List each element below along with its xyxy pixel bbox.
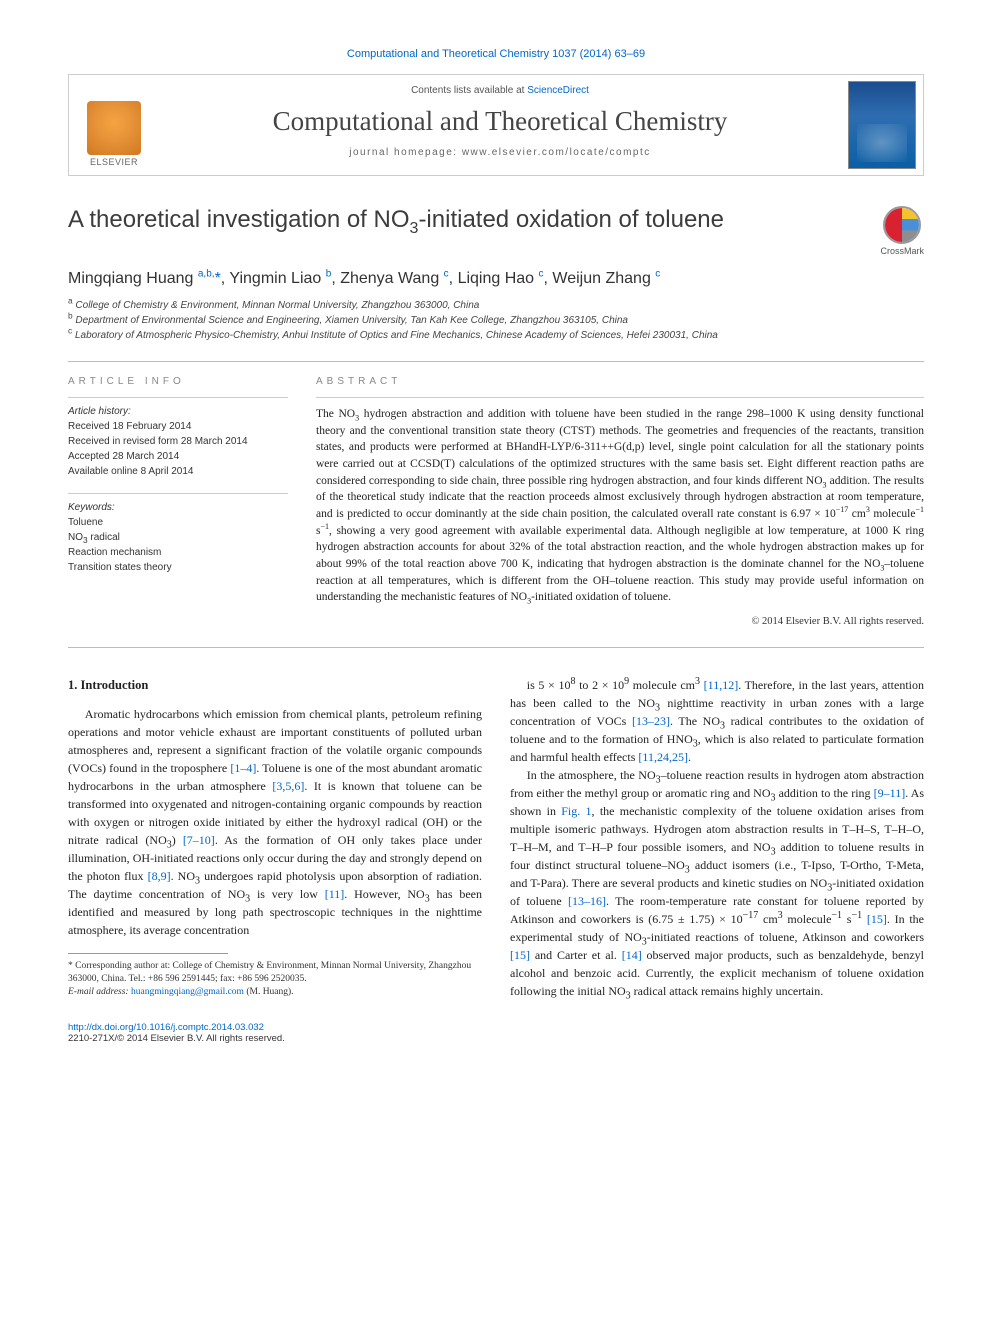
body-paragraph: In the atmosphere, the NO3–toluene react… <box>510 766 924 1000</box>
journal-header: ELSEVIER Contents lists available at Sci… <box>68 74 924 176</box>
keyword: NO3 radical <box>68 530 288 545</box>
keyword: Transition states theory <box>68 560 288 575</box>
article-history: Received 18 February 2014 Received in re… <box>68 419 288 479</box>
affiliations: a College of Chemistry & Environment, Mi… <box>68 298 924 343</box>
issn-copyright: 2210-271X/© 2014 Elsevier B.V. All right… <box>68 1033 285 1044</box>
article-info-heading: ARTICLE INFO <box>68 376 288 387</box>
affiliation-b: b Department of Environmental Science an… <box>68 313 924 328</box>
affiliation-c: c Laboratory of Atmospheric Physico-Chem… <box>68 328 924 343</box>
elsevier-logo[interactable]: ELSEVIER <box>87 101 141 167</box>
crossmark-badge[interactable]: CrossMark <box>880 206 924 256</box>
history-label: Article history: <box>68 406 288 417</box>
keyword: Reaction mechanism <box>68 545 288 560</box>
footnote-email-line: E-mail address: huangmingqiang@gmail.com… <box>68 986 482 999</box>
journal-citation: Computational and Theoretical Chemistry … <box>68 48 924 60</box>
divider <box>316 397 924 398</box>
journal-cover-cell <box>841 75 923 175</box>
journal-name: Computational and Theoretical Chemistry <box>171 106 829 137</box>
contents-available-line: Contents lists available at ScienceDirec… <box>171 85 829 96</box>
keywords-label: Keywords: <box>68 502 288 513</box>
body-paragraph: Aromatic hydrocarbons which emission fro… <box>68 705 482 939</box>
journal-header-center: Contents lists available at ScienceDirec… <box>159 75 841 175</box>
corresponding-author-footnote: * Corresponding author at: College of Ch… <box>68 960 482 1000</box>
history-received: Received 18 February 2014 <box>68 419 288 434</box>
footnote-divider <box>68 953 228 954</box>
article-info-column: ARTICLE INFO Article history: Received 1… <box>68 376 288 627</box>
keyword: Toluene <box>68 515 288 530</box>
affiliation-a: a College of Chemistry & Environment, Mi… <box>68 298 924 313</box>
email-suffix: (M. Huang). <box>246 987 293 997</box>
history-online: Available online 8 April 2014 <box>68 464 288 479</box>
email-label: E-mail address: <box>68 987 129 997</box>
publisher-logo-cell: ELSEVIER <box>69 75 159 175</box>
keywords: Toluene NO3 radical Reaction mechanism T… <box>68 515 288 575</box>
journal-cover-icon[interactable] <box>848 81 916 169</box>
sciencedirect-link[interactable]: ScienceDirect <box>527 85 589 96</box>
divider <box>68 493 288 494</box>
abstract-text: The NO3 hydrogen abstraction and additio… <box>316 406 924 606</box>
article-title: A theoretical investigation of NO3-initi… <box>68 204 724 235</box>
history-revised: Received in revised form 28 March 2014 <box>68 434 288 449</box>
abstract-heading: ABSTRACT <box>316 376 924 387</box>
crossmark-icon <box>883 206 921 244</box>
journal-homepage: journal homepage: www.elsevier.com/locat… <box>171 147 829 158</box>
divider <box>68 397 288 398</box>
article-body: 1. Introduction Aromatic hydrocarbons wh… <box>68 676 924 1000</box>
abstract-column: ABSTRACT The NO3 hydrogen abstraction an… <box>316 376 924 627</box>
author-list: Mingqiang Huang a,b,*, Yingmin Liao b, Z… <box>68 270 924 288</box>
divider <box>68 647 924 648</box>
contents-prefix: Contents lists available at <box>411 85 527 96</box>
author-email-link[interactable]: huangmingqiang@gmail.com <box>131 987 244 997</box>
doi-link[interactable]: http://dx.doi.org/10.1016/j.comptc.2014.… <box>68 1022 264 1033</box>
elsevier-tree-icon <box>87 101 141 155</box>
history-accepted: Accepted 28 March 2014 <box>68 449 288 464</box>
publisher-label: ELSEVIER <box>90 157 138 167</box>
page-footer: http://dx.doi.org/10.1016/j.comptc.2014.… <box>68 1022 924 1044</box>
crossmark-label: CrossMark <box>880 246 924 256</box>
body-paragraph: is 5 × 108 to 2 × 109 molecule cm3 [11,1… <box>510 676 924 766</box>
abstract-copyright: © 2014 Elsevier B.V. All rights reserved… <box>316 616 924 627</box>
section-heading-intro: 1. Introduction <box>68 676 482 695</box>
footnote-corr: * Corresponding author at: College of Ch… <box>68 960 482 987</box>
